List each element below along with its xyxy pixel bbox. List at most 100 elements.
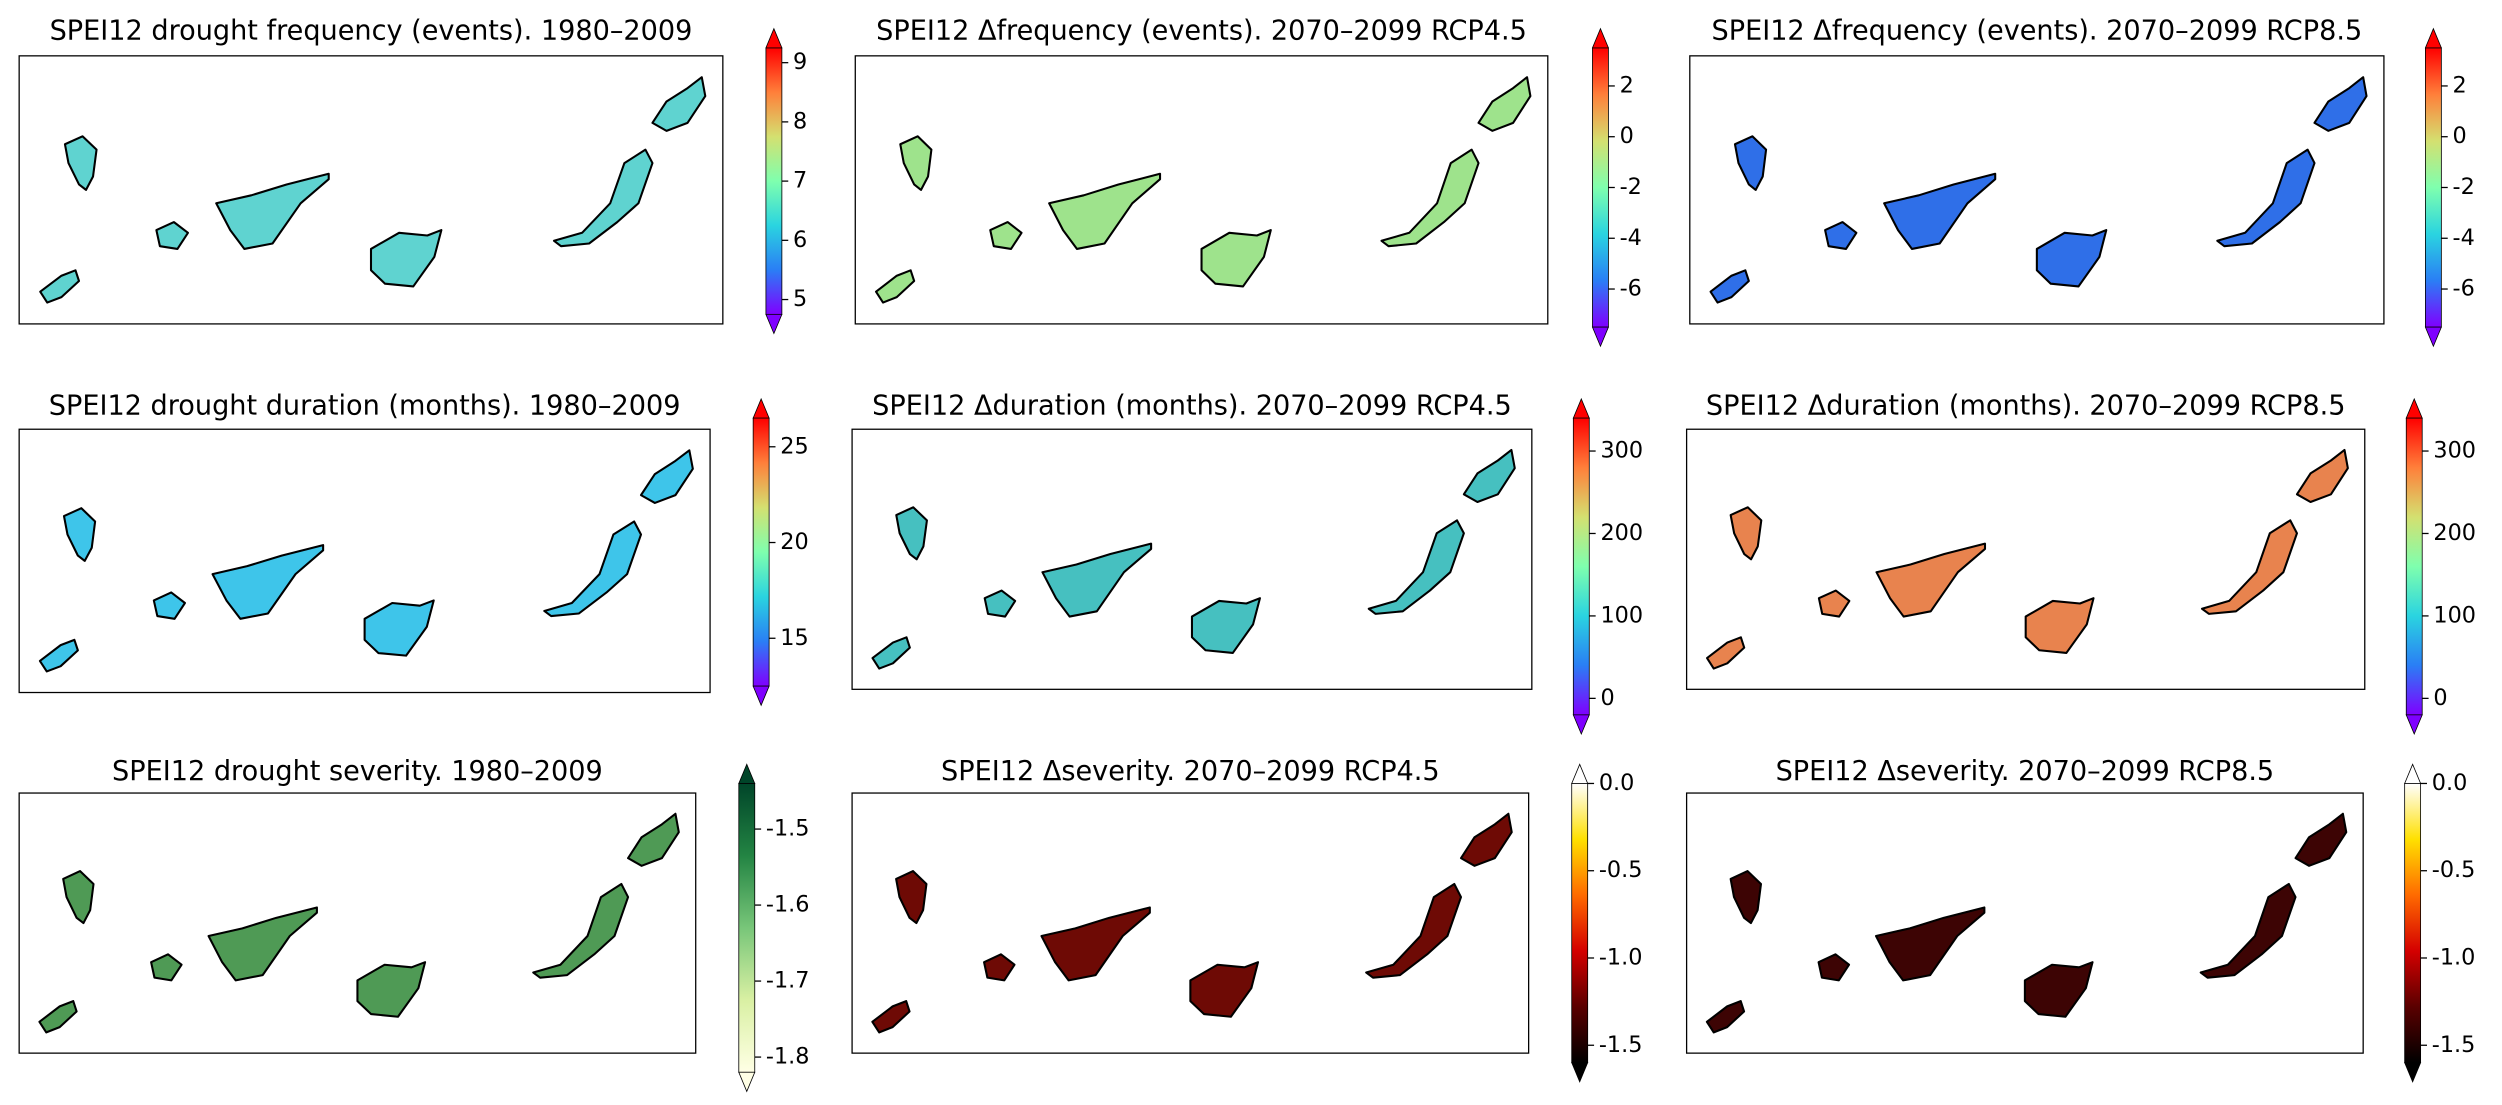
colorbar-tick-label: 0 (1620, 123, 1634, 149)
island (215, 172, 330, 250)
island (871, 1000, 911, 1034)
map-panel: SPEI12 Δseverity. 2070–2099 RCP8.5 -1.5 -1… (1685, 756, 2475, 1083)
island (1709, 269, 1750, 304)
colorbar-tick-label: 100 (2433, 602, 2476, 628)
island (2035, 229, 2108, 288)
island (552, 148, 654, 248)
colorbar (738, 783, 756, 1073)
island (639, 449, 694, 504)
island (627, 812, 680, 867)
colorbar-extend (738, 1071, 756, 1093)
island (1041, 542, 1153, 618)
island (62, 870, 95, 925)
colorbar-tick-label: -6 (2453, 276, 2475, 302)
colorbar-extend (2404, 1062, 2422, 1083)
island (39, 269, 81, 304)
colorbar-extend (1591, 326, 1610, 348)
panel-title: SPEI12 Δfrequency (events). 2070–2099 RC… (1712, 15, 2363, 46)
colorbar-tick-label: 5 (793, 286, 807, 312)
island (899, 135, 933, 191)
colorbar-tick-label: 9 (793, 49, 807, 75)
island (1200, 229, 1272, 288)
island (1729, 870, 1763, 925)
map-frame (854, 55, 1549, 325)
panel-title: SPEI12 drought duration (months). 1980–2… (49, 390, 681, 421)
colorbar-tick-label: 0 (2433, 685, 2447, 711)
colorbar-tick-label: -0.5 (1599, 857, 1643, 883)
island (2024, 597, 2095, 654)
island (2199, 882, 2297, 979)
island (2294, 812, 2348, 867)
island (1824, 221, 1858, 250)
colorbar-extend (752, 685, 770, 707)
island (2023, 961, 2094, 1018)
map-panel: SPEI12 Δduration (months). 2070–2099 RCP… (1685, 390, 2476, 736)
map-frame (1685, 428, 2366, 690)
island (871, 636, 911, 670)
island (1477, 76, 1532, 132)
panel-title: SPEI12 Δseverity. 2070–2099 RCP8.5 (1776, 756, 2275, 787)
island (2200, 519, 2298, 615)
island (895, 870, 928, 925)
colorbar-extend (1591, 27, 1610, 49)
colorbar (752, 417, 770, 687)
colorbar (2405, 417, 2423, 716)
island (1040, 906, 1151, 982)
panel-title: SPEI12 Δduration (months). 2070–2099 RCP… (872, 390, 1512, 421)
colorbar (1572, 417, 1590, 716)
island (1874, 906, 1986, 982)
colorbar-tick-label: 300 (2433, 438, 2476, 464)
colorbar-tick-label: -1.7 (766, 968, 810, 994)
island (983, 589, 1017, 618)
map-frame (851, 792, 1530, 1054)
island (1190, 597, 1261, 654)
colorbar (2425, 47, 2442, 328)
colorbar-extend (765, 313, 783, 335)
island (532, 882, 630, 979)
panel-title: SPEI12 Δfrequency (events). 2070–2099 RC… (876, 15, 1527, 46)
colorbar-extend (1572, 714, 1590, 736)
colorbar-extend (765, 27, 783, 49)
colorbar-extend (1572, 397, 1590, 419)
colorbar-tick-label: 2 (2453, 72, 2467, 98)
island (2295, 448, 2349, 504)
map-panel: SPEI12 Δduration (months). 2070–2099 RCP… (851, 390, 1643, 736)
island (369, 229, 443, 288)
island (1817, 953, 1851, 982)
island (1729, 506, 1763, 561)
island (62, 507, 97, 562)
island (2216, 148, 2316, 248)
map-frame (18, 428, 711, 694)
colorbar-tick-label: -1.0 (1599, 944, 1643, 970)
island (989, 221, 1023, 250)
map-panel: SPEI12 Δfrequency (events). 2070–2099 RC… (854, 15, 1642, 348)
colorbar-extend (1571, 763, 1589, 784)
island (1365, 882, 1463, 979)
island (1048, 172, 1162, 250)
island (1459, 812, 1513, 867)
colorbar-tick-label: 100 (1600, 602, 1643, 628)
colorbar-extend (2424, 326, 2442, 348)
colorbar-extend (2404, 763, 2422, 784)
colorbar (2404, 783, 2422, 1064)
island (207, 906, 318, 982)
colorbar-tick-label: -4 (2453, 225, 2475, 251)
colorbar-tick-label: -4 (1620, 225, 1642, 251)
colorbar-tick-label: 0 (1600, 685, 1614, 711)
map-panel: SPEI12 drought severity. 1980–2009 -1.8 -1… (18, 756, 810, 1093)
colorbar-tick-label: -1.5 (766, 816, 810, 842)
island (152, 591, 186, 620)
panel-title: SPEI12 drought frequency (events). 1980–… (50, 15, 693, 46)
map-frame (18, 55, 724, 325)
colorbar-extend (1571, 1062, 1589, 1083)
island (356, 961, 427, 1018)
colorbar-extend (2424, 27, 2442, 49)
map-frame (18, 792, 697, 1054)
island (211, 544, 325, 620)
island (1367, 519, 1465, 615)
island (543, 520, 643, 618)
colorbar-extend (2405, 714, 2423, 736)
map-panel: SPEI12 Δseverity. 2070–2099 RCP4.5 -1.5 -1… (851, 756, 1643, 1083)
island (895, 506, 928, 561)
